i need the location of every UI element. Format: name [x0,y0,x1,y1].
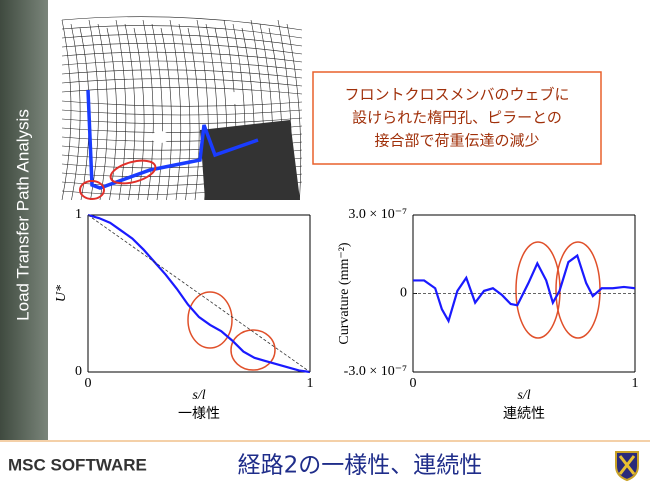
y-tick-label: -3.0 × 10⁻⁷ [344,364,407,379]
mesh-shade [200,120,300,200]
callout-line: 接合部で荷重伝達の減少 [374,132,539,150]
y-tick-label: 0 [400,286,407,301]
x-tick-label: 1 [632,376,639,391]
x-axis-label: s/l [192,388,205,403]
x-tick-label: 1 [307,376,314,391]
mesh-hole [151,131,169,143]
y-tick-label: 1 [75,207,82,222]
y-axis-label: U* [54,285,69,302]
x-axis-label: s/l [517,388,530,403]
x-tick-label: 0 [410,376,417,391]
logo-text: MSC SOFTWARE [8,455,147,474]
footer-title: 経路2の一様性、連続性 [238,453,483,479]
mesh-image [62,12,302,204]
y-tick-label: 3.0 × 10⁻⁷ [348,207,407,222]
sidebar-text: Load Transfer Path Analysis [13,109,32,321]
y-tick-label: 0 [75,364,82,379]
x-tick-label: 0 [85,376,92,391]
caption: 一様性 [178,406,220,422]
caption: 連続性 [503,405,545,422]
slide: Load Transfer Path Analysis フロントクロスメンバのウ… [0,0,650,488]
mesh-hole [227,92,243,104]
y-axis-label: Curvature (mm⁻²) [337,242,352,345]
callout-line: フロントクロスメンバのウェブに [344,86,569,104]
callout-line: 設けられた楕円孔、ピラーとの [352,109,562,127]
emblem [616,452,638,480]
